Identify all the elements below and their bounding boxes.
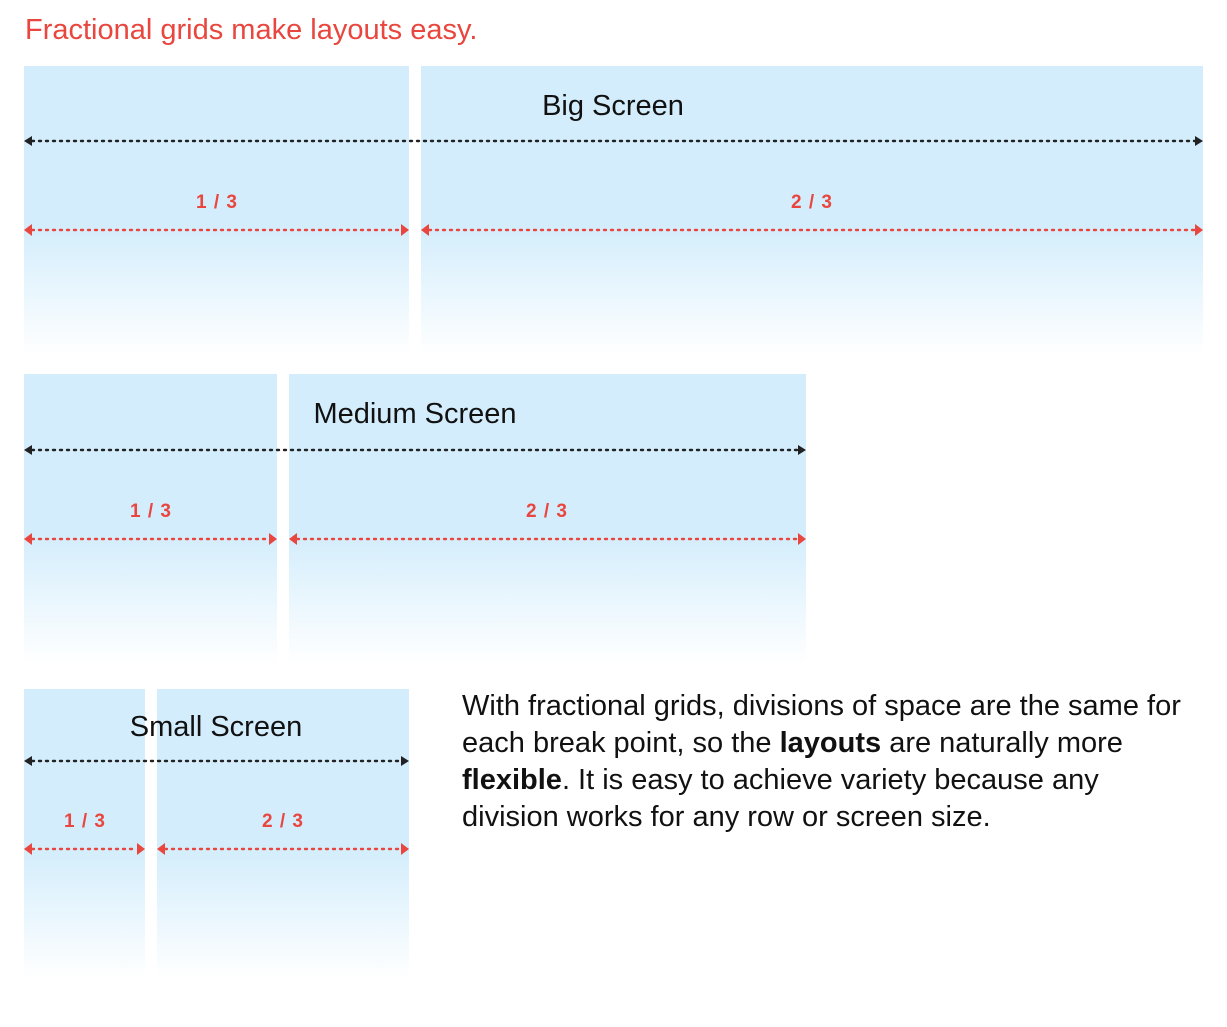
medium-screen-two-thirds-arrow [289,533,806,545]
small-screen-two-thirds-arrow [157,843,409,855]
description-paragraph: With fractional grids, divisions of spac… [462,688,1202,836]
medium-screen-column-one-third [24,374,277,664]
medium-screen-one-third-arrow [24,533,277,545]
big-screen-width-arrow [24,136,1203,146]
medium-screen-grid: Medium Screen 1 / 3 2 / 3 [24,374,806,664]
description-text-2: are naturally more [881,727,1123,759]
big-screen-column-two-thirds [421,66,1203,356]
big-screen-column-one-third [24,66,409,356]
small-screen-column-two-thirds [157,689,409,979]
description-bold-flexible: flexible [462,764,562,796]
small-screen-column-one-third [24,689,145,979]
description-text-3: . It is easy to achieve variety because … [462,764,1099,833]
small-screen-fraction-two-thirds-label: 2 / 3 [262,811,304,832]
description-bold-layouts: layouts [779,727,882,759]
big-screen-fraction-one-third-label: 1 / 3 [196,192,238,213]
page-heading: Fractional grids make layouts easy. [25,14,478,46]
big-screen-label: Big Screen [542,90,684,122]
big-screen-fraction-two-thirds-label: 2 / 3 [791,192,833,213]
small-screen-width-arrow [24,756,409,766]
medium-screen-label: Medium Screen [313,398,517,430]
big-screen-two-thirds-arrow [421,224,1203,236]
description-text-1: With fractional grids, divisions of spac… [462,690,1181,759]
medium-screen-column-two-thirds [289,374,806,664]
big-screen-grid: Big Screen 1 / 3 2 / 3 [24,66,1203,356]
small-screen-grid: Small Screen 1 / 3 2 / 3 [24,689,409,979]
small-screen-one-third-arrow [24,843,145,855]
small-screen-fraction-one-third-label: 1 / 3 [64,811,106,832]
big-screen-one-third-arrow [24,224,409,236]
medium-screen-width-arrow [24,445,806,455]
medium-screen-fraction-two-thirds-label: 2 / 3 [526,501,568,522]
medium-screen-fraction-one-third-label: 1 / 3 [130,501,172,522]
small-screen-label: Small Screen [129,711,303,743]
